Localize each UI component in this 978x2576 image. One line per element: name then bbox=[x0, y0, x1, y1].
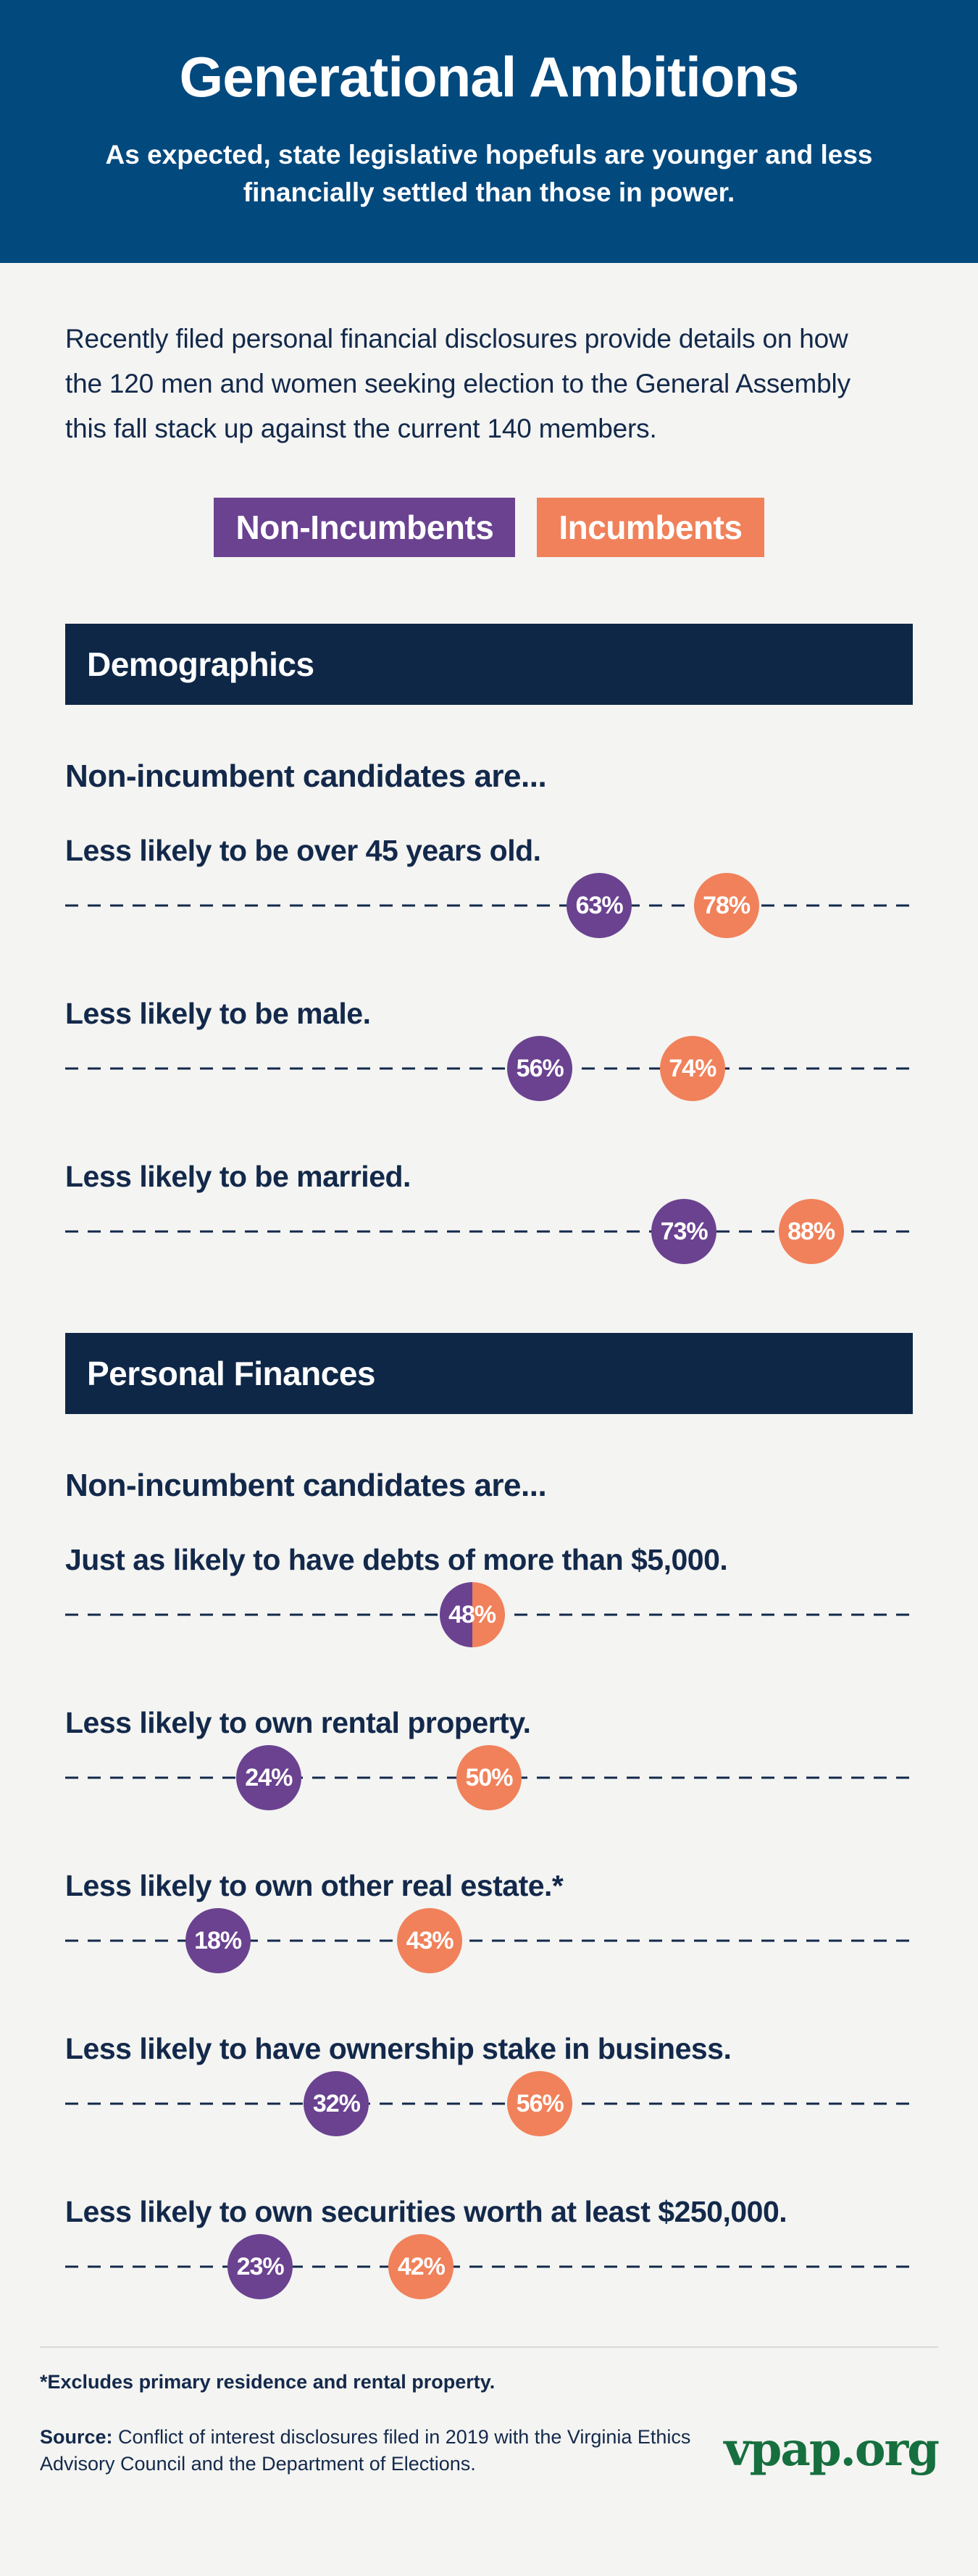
section: Personal Finances Non-incumbent candidat… bbox=[65, 1333, 913, 2301]
non-incumbent-dot: 24% bbox=[235, 1745, 301, 1810]
source-row: Source: Conflict of interest disclosures… bbox=[40, 2422, 940, 2477]
stat-row: Less likely to be married. 73% 88% bbox=[65, 1160, 913, 1266]
incumbent-dot: 74% bbox=[659, 1036, 725, 1101]
legend-non-incumbents-chip: Non-Incumbents bbox=[214, 498, 516, 557]
non-incumbent-dot: 63% bbox=[567, 873, 632, 938]
stat-row: Less likely to have ownership stake in b… bbox=[65, 2032, 913, 2138]
stat-row-label: Less likely to be over 45 years old. bbox=[65, 834, 541, 867]
stat-row: Less likely to own other real estate.* 1… bbox=[65, 1869, 913, 1975]
dashed-axis bbox=[65, 2102, 913, 2105]
dot-track: 63% 78% bbox=[65, 871, 913, 940]
dot-track: 48% bbox=[65, 1580, 913, 1649]
source-text: Conflict of interest disclosures filed i… bbox=[40, 2426, 691, 2475]
header: Generational Ambitions As expected, stat… bbox=[0, 0, 978, 263]
dot-track: 32% 56% bbox=[65, 2069, 913, 2138]
dot-track: 23% 42% bbox=[65, 2232, 913, 2301]
dot-track: 18% 43% bbox=[65, 1906, 913, 1975]
section-lead: Non-incumbent candidates are... bbox=[65, 1468, 547, 1503]
stat-row: Less likely to be male. 56% 74% bbox=[65, 997, 913, 1103]
dot-track: 56% 74% bbox=[65, 1034, 913, 1103]
page-title: Generational Ambitions bbox=[179, 45, 800, 109]
stat-row-label: Less likely to be married. bbox=[65, 1160, 411, 1193]
dashed-axis bbox=[65, 2265, 913, 2268]
vpap-logo: vpap.org bbox=[724, 2422, 940, 2477]
footnote: *Excludes primary residence and rental p… bbox=[40, 2371, 496, 2393]
dashed-axis bbox=[65, 904, 913, 907]
stat-row-label: Less likely to own other real estate.* bbox=[65, 1869, 564, 1902]
footer: *Excludes primary residence and rental p… bbox=[0, 2346, 978, 2477]
legend-incumbents-chip: Incumbents bbox=[537, 498, 764, 557]
section-header-bar: Demographics bbox=[65, 624, 913, 705]
non-incumbent-dot: 23% bbox=[227, 2234, 293, 2299]
stat-row-label: Less likely to be male. bbox=[65, 997, 371, 1030]
incumbent-dot: 78% bbox=[693, 873, 759, 938]
section-lead: Non-incumbent candidates are... bbox=[65, 758, 547, 794]
main-content: Recently filed personal financial disclo… bbox=[0, 317, 978, 2301]
stat-row: Less likely to be over 45 years old. 63%… bbox=[65, 834, 913, 940]
incumbent-dot: 56% bbox=[507, 2071, 573, 2136]
non-incumbent-dot: 18% bbox=[185, 1908, 251, 1973]
non-incumbent-dot: 56% bbox=[507, 1036, 573, 1101]
stat-row-label: Less likely to own rental property. bbox=[65, 1706, 531, 1739]
section-title: Personal Finances bbox=[87, 1355, 376, 1392]
stat-row: Just as likely to have debts of more tha… bbox=[65, 1543, 913, 1649]
source-label: Source: bbox=[40, 2426, 113, 2448]
section-header-bar: Personal Finances bbox=[65, 1333, 913, 1414]
legend: Non-Incumbents Incumbents bbox=[65, 498, 913, 557]
incumbent-dot: 88% bbox=[778, 1199, 844, 1264]
section-title: Demographics bbox=[87, 645, 314, 683]
source-note: Source: Conflict of interest disclosures… bbox=[40, 2424, 714, 2477]
dot-track: 24% 50% bbox=[65, 1743, 913, 1812]
stat-row-label: Less likely to own securities worth at l… bbox=[65, 2195, 787, 2228]
non-incumbent-dot: 32% bbox=[304, 2071, 369, 2136]
incumbent-dot: 50% bbox=[456, 1745, 522, 1810]
incumbent-dot: 43% bbox=[397, 1908, 463, 1973]
section-rows: Just as likely to have debts of more tha… bbox=[65, 1543, 913, 2301]
stat-row: Less likely to own rental property. 24% 5… bbox=[65, 1706, 913, 1812]
dot-track: 73% 88% bbox=[65, 1197, 913, 1266]
intro-paragraph: Recently filed personal financial disclo… bbox=[65, 324, 850, 443]
sections-container: Demographics Non-incumbent candidates ar… bbox=[65, 624, 913, 2301]
dashed-axis bbox=[65, 1230, 913, 1233]
overlapping-dot: 48% bbox=[439, 1582, 505, 1647]
section-rows: Less likely to be over 45 years old. 63%… bbox=[65, 834, 913, 1266]
footer-divider bbox=[40, 2346, 938, 2348]
non-incumbent-dot: 73% bbox=[651, 1199, 717, 1264]
header-subtitle: As expected, state legislative hopefuls … bbox=[105, 139, 873, 207]
stat-row-label: Less likely to have ownership stake in b… bbox=[65, 2032, 732, 2065]
stat-row: Less likely to own securities worth at l… bbox=[65, 2195, 913, 2301]
dashed-axis bbox=[65, 1067, 913, 1070]
dashed-axis bbox=[65, 1939, 913, 1942]
section: Demographics Non-incumbent candidates ar… bbox=[65, 624, 913, 1266]
incumbent-dot: 42% bbox=[388, 2234, 454, 2299]
stat-row-label: Just as likely to have debts of more tha… bbox=[65, 1543, 728, 1576]
